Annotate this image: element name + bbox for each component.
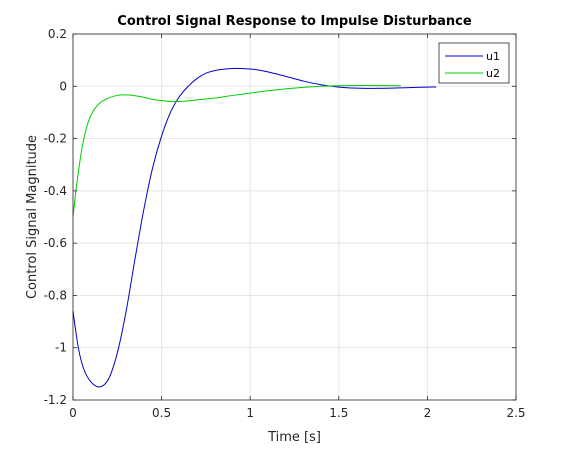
legend-label-u2: u2 — [486, 67, 500, 80]
x-axis-label: Time [s] — [267, 430, 321, 445]
y-tick-label: 0.2 — [48, 27, 67, 41]
x-tick-label: 1 — [246, 406, 254, 420]
x-tick-label: 0.5 — [152, 406, 171, 420]
y-tick-label: -0.4 — [44, 184, 67, 198]
series-lines — [72, 67, 437, 388]
x-tick-label: 0 — [69, 406, 77, 420]
legend-label-u1: u1 — [486, 50, 500, 63]
y-tick-label: -1.2 — [44, 393, 67, 407]
y-tick-label: -0.2 — [44, 132, 67, 146]
x-tick-label: 1.5 — [329, 406, 348, 420]
legend-box — [438, 42, 510, 84]
y-axis-label: Control Signal Magnitude — [25, 135, 40, 299]
y-tick-label: -0.6 — [44, 236, 67, 250]
series-line-u1 — [72, 67, 437, 388]
series-line-u2 — [72, 84, 401, 218]
plot-area-background — [73, 34, 516, 400]
axis-ticks: 0 0.5 1 1.5 2 2.5 -1.2 -1 -0.8 -0.6 -0.4 -0.2 0 0.2 — [44, 27, 526, 420]
y-tick-label: -1 — [55, 341, 67, 355]
x-tick-label: 2.5 — [506, 406, 525, 420]
chart-title: Control Signal Response to Impulse Distu… — [117, 14, 472, 29]
plot-area-frame — [72, 33, 517, 401]
y-tick-label: -0.8 — [44, 288, 67, 302]
legend: u1 u2 — [438, 42, 510, 84]
y-tick-label: 0 — [59, 79, 67, 93]
x-tick-label: 2 — [424, 406, 432, 420]
